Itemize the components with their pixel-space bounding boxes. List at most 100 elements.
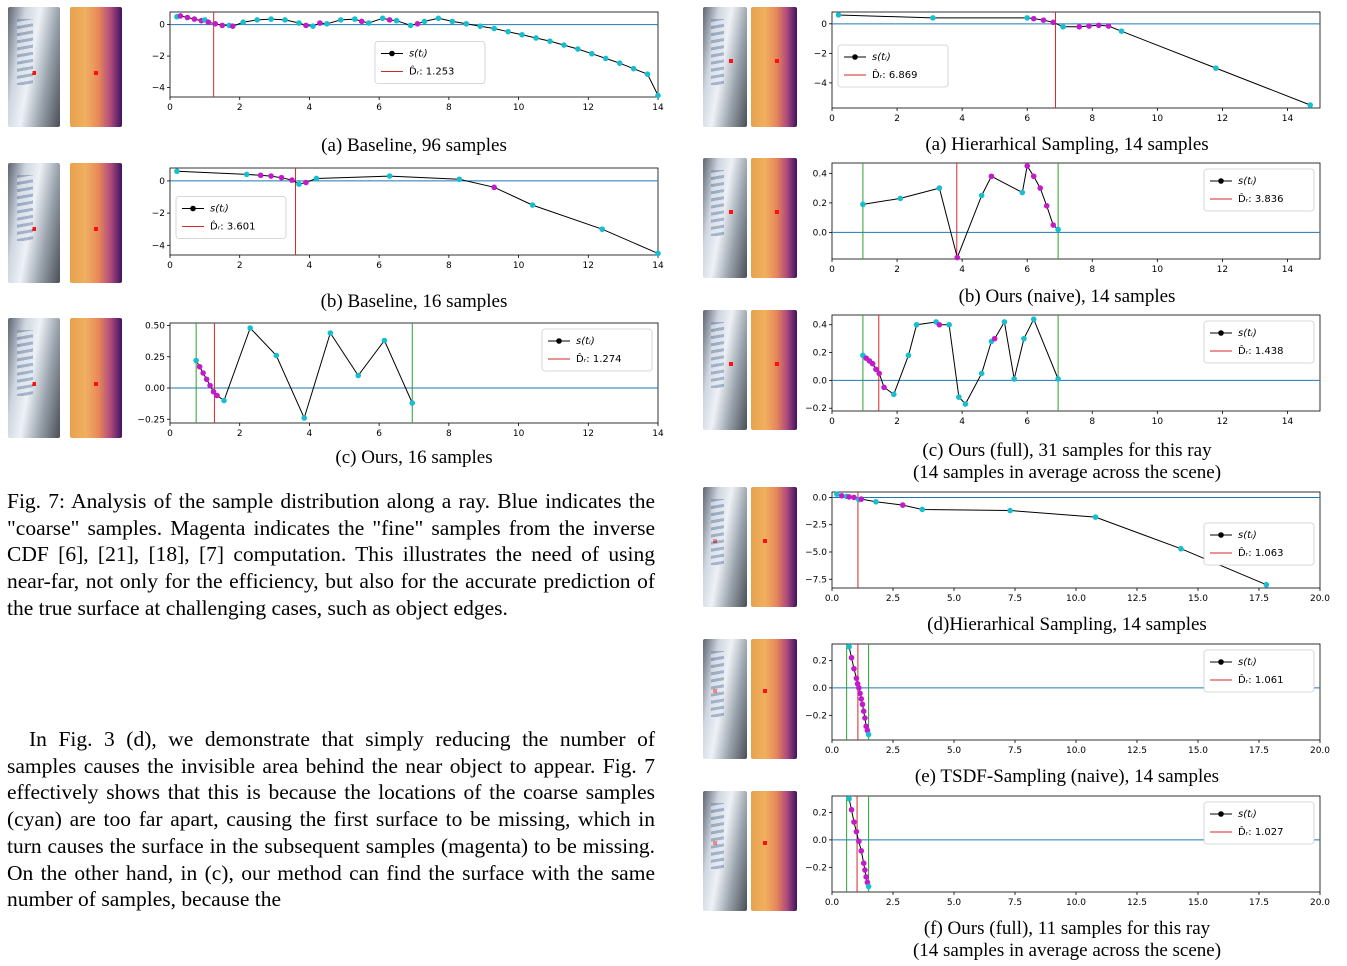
x-tick-label: 14: [1282, 265, 1294, 275]
x-tick-label: 12.5: [1127, 898, 1147, 908]
coarse-sample-point: [1021, 335, 1027, 342]
x-tick-label: 2.5: [886, 746, 900, 756]
x-tick-label: 2: [894, 417, 900, 427]
fine-sample-point: [873, 366, 879, 373]
depth-thumbnail: [70, 163, 122, 283]
fine-sample-point: [184, 14, 191, 21]
fine-sample-point: [386, 17, 393, 23]
coarse-sample-point: [846, 643, 852, 650]
depth-thumbnail: [751, 791, 797, 911]
x-tick-label: 10: [513, 261, 525, 271]
legend-depth-label: D̂ᵣ: 1.063: [1238, 546, 1283, 559]
coarse-sample-point: [1060, 23, 1066, 30]
sdf-plot: 0 2 4 6 8 10 12 14 0 −2 −4 s(tᵢ) D̂ᵣ: 6.869: [814, 11, 1321, 124]
coarse-sample-point: [865, 731, 872, 738]
coarse-sample-point: [913, 321, 920, 328]
coarse-sample-point: [655, 250, 661, 257]
y-tick-label: 0.4: [813, 169, 828, 179]
coarse-sample-point: [313, 175, 320, 182]
depth-thumbnail: [70, 318, 122, 438]
ray-marker: [32, 227, 36, 231]
coarse-sample-point: [835, 12, 842, 18]
coarse-sample-point: [505, 28, 511, 35]
x-tick-label: 20.0: [1310, 746, 1330, 756]
rgb-thumbnail: [703, 487, 747, 607]
legend-depth-label: D̂ᵣ: 1.253: [409, 65, 454, 78]
coarse-sample-point: [243, 171, 250, 178]
x-tick-label: 12: [1217, 114, 1228, 124]
x-tick-label: 12.5: [1127, 594, 1147, 604]
fine-sample-point: [317, 20, 323, 26]
coarse-sample-point: [1019, 189, 1026, 196]
legend-depth-label: D̂ᵣ: 3.836: [1238, 192, 1283, 205]
fine-sample-point: [1030, 173, 1037, 180]
coarse-sample-point: [962, 401, 969, 407]
ray-marker: [713, 689, 717, 693]
ray-marker: [94, 227, 98, 231]
plot-legend: s(tᵢ) D̂ᵣ: 1.061: [1203, 649, 1315, 693]
legend-depth-label: D̂ᵣ: 1.274: [576, 352, 621, 365]
coarse-sample-point: [327, 330, 334, 336]
legend-box: [374, 41, 486, 84]
coarse-sample-point: [547, 38, 553, 44]
depth-thumbnail: [751, 639, 797, 759]
coarse-sample-point: [386, 173, 393, 179]
coarse-sample-point: [1263, 581, 1270, 588]
x-tick-label: 4: [307, 429, 313, 439]
coarse-sample-point: [834, 491, 840, 497]
y-tick-label: −4: [814, 79, 828, 89]
y-tick-label: 0.00: [145, 384, 165, 394]
plot-legend: s(tᵢ) D̂ᵣ: 1.438: [1203, 320, 1315, 364]
coarse-sample-point: [936, 185, 943, 191]
y-tick-label: 0.0: [813, 684, 828, 694]
coarse-sample-point: [655, 92, 661, 99]
x-tick-label: 7.5: [1008, 746, 1022, 756]
fine-sample-point: [899, 502, 906, 508]
coarse-sample-point: [588, 50, 595, 57]
fine-sample-point: [1105, 23, 1112, 29]
coarse-sample-point: [599, 226, 606, 233]
legend-box: [837, 44, 949, 88]
sdf-line: [195, 327, 413, 420]
coarse-sample-point: [865, 883, 872, 890]
ray-marker: [775, 59, 779, 63]
x-tick-label: 4: [307, 103, 313, 113]
x-tick-label: 4: [307, 261, 313, 271]
coarse-sample-point: [282, 17, 288, 23]
sdf-plot: 0 2 4 6 8 10 12 14 0.4 0.2 0.0 −0.2 s(tᵢ) D̂ᵣ: 1.438: [805, 314, 1321, 427]
y-tick-label: −0.2: [805, 863, 827, 873]
fine-sample-point: [848, 654, 855, 661]
x-tick-label: 6: [376, 103, 382, 113]
x-tick-label: 2: [894, 114, 900, 124]
ray-marker: [763, 539, 767, 543]
x-tick-label: 8: [446, 103, 452, 113]
x-tick-label: 6: [376, 429, 382, 439]
x-tick-label: 0: [829, 265, 835, 275]
y-tick-label: 0.0: [813, 228, 828, 238]
x-tick-label: 0: [167, 429, 173, 439]
coarse-sample-point: [897, 195, 904, 202]
y-tick-label: −4: [152, 241, 166, 251]
sdf-plot: 0 2 4 6 8 10 12 14 0 −2 −4 s(tᵢ) D̂ᵣ: 1.253: [152, 11, 664, 113]
legend-sdf-label: s(tᵢ): [1238, 809, 1257, 820]
coarse-sample-point: [193, 357, 199, 364]
coarse-sample-point: [254, 17, 260, 23]
fine-sample-point: [210, 388, 217, 395]
ray-marker: [729, 59, 733, 63]
coarse-sample-point: [946, 321, 952, 328]
y-tick-label: 0.0: [813, 493, 828, 503]
y-tick-label: 0.2: [813, 808, 827, 818]
coarse-sample-point: [529, 202, 536, 208]
legend-box: [1203, 168, 1315, 212]
caption-line-2: (14 samples in average across the scene): [912, 462, 1222, 483]
fine-sample-point: [491, 184, 497, 191]
fine-sample-point: [268, 173, 274, 179]
legend-depth-label: D̂ᵣ: 1.061: [1238, 673, 1283, 686]
y-tick-label: −2: [814, 49, 827, 59]
panel-caption: (e) TSDF-Sampling (naive), 14 samples: [914, 766, 1220, 787]
fine-sample-point: [838, 493, 845, 499]
sdf-line: [836, 493, 1267, 586]
legend-sdf-label: s(tᵢ): [1238, 530, 1257, 541]
coarse-sample-point: [616, 60, 623, 66]
coarse-sample-point: [891, 391, 897, 398]
